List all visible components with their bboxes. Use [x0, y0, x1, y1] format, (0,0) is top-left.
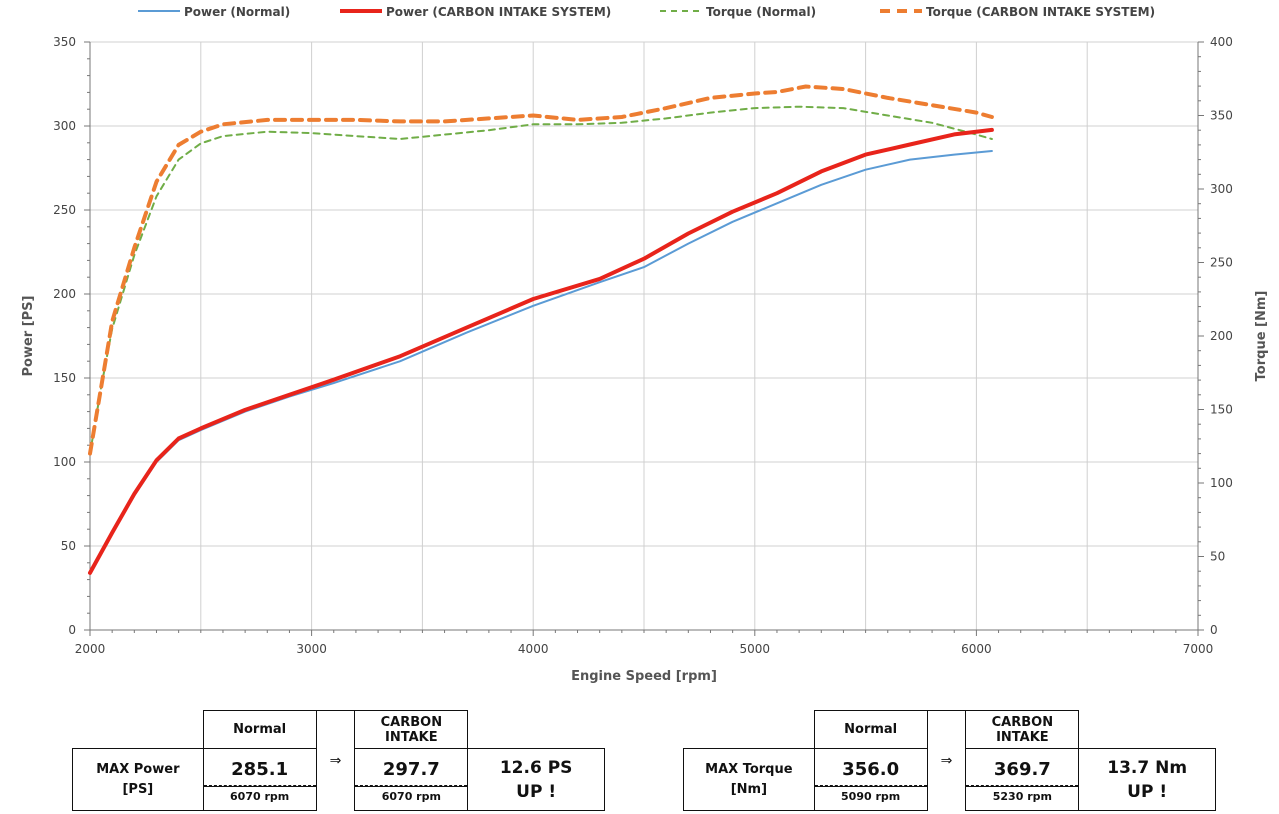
series-line-1	[88, 127, 994, 575]
tick-label-x: 5000	[740, 642, 771, 656]
tick-label-y-right: 50	[1210, 550, 1225, 564]
tick-label-x: 4000	[518, 642, 549, 656]
dyno-chart: 0 50 100 150 200 250 300 350 0 50 100 150 200 250 300 3…	[21, 5, 1269, 684]
tick-label-y-left: 50	[61, 539, 76, 553]
carbon-header-line2: INTAKE	[996, 729, 1049, 745]
gain-cell: 13.7 Nm UP !	[1078, 748, 1216, 811]
tick-label-y-left: 200	[53, 287, 76, 301]
carbon-value-cell: 369.7 5230 rpm	[965, 748, 1080, 811]
normal-rpm: 5090 rpm	[814, 786, 927, 807]
carbon-header: CARBON INTAKE	[965, 710, 1080, 749]
row-label: MAX Power [PS]	[72, 748, 204, 811]
gain-cell: 12.6 PS UP !	[467, 748, 605, 811]
legend-label-1: Power (CARBON INTAKE SYSTEM)	[386, 5, 611, 19]
tick-label-y-right: 150	[1210, 403, 1233, 417]
carbon-header-line2: INTAKE	[385, 729, 438, 745]
row-label: MAX Torque [Nm]	[683, 748, 815, 811]
tick-label-y-right: 300	[1210, 182, 1233, 196]
tick-label-y-left: 250	[53, 203, 76, 217]
normal-header: Normal	[813, 710, 928, 749]
carbon-header: CARBON INTAKE	[354, 710, 469, 749]
tick-label-y-right: 100	[1210, 476, 1233, 490]
tick-label-x: 2000	[75, 642, 106, 656]
tick-label-y-left: 350	[53, 35, 76, 49]
max-power-table: Normal ⇒ CARBON INTAKE MAX Power [PS] 285.…	[72, 710, 605, 811]
carbon-value: 369.7	[966, 752, 1079, 786]
gain-line2: UP !	[516, 781, 557, 802]
label-line2: [Nm]	[730, 781, 768, 797]
tick-label-y-left: 100	[53, 455, 76, 469]
carbon-value-cell: 297.7 6070 rpm	[354, 748, 469, 811]
arrow-icon: ⇒	[940, 752, 953, 769]
tick-label-y-right: 400	[1210, 35, 1233, 49]
normal-header: Normal	[202, 710, 317, 749]
arrow-cell: ⇒	[315, 710, 356, 811]
tick-label-y-right: 200	[1210, 329, 1233, 343]
tick-label-y-left: 150	[53, 371, 76, 385]
max-torque-table: Normal ⇒ CARBON INTAKE MAX Torque [Nm] 356…	[683, 710, 1216, 811]
legend-label-2: Torque (Normal)	[706, 5, 816, 19]
tick-label-y-right: 350	[1210, 109, 1233, 123]
carbon-value: 297.7	[355, 752, 468, 786]
gain-line2: UP !	[1127, 781, 1168, 802]
normal-value: 356.0	[814, 752, 927, 786]
arrow-cell: ⇒	[926, 710, 967, 811]
tick-label-x: 3000	[296, 642, 327, 656]
gain-line1: 13.7 Nm	[1107, 757, 1188, 778]
series-line-0	[89, 150, 993, 574]
normal-value-cell: 285.1 6070 rpm	[202, 748, 317, 811]
normal-value: 285.1	[203, 752, 316, 786]
carbon-header-line1: CARBON	[380, 714, 443, 730]
label-line1: MAX Torque	[705, 761, 793, 777]
tick-label-y-right: 0	[1210, 623, 1218, 637]
tick-label-x: 6000	[961, 642, 992, 656]
tick-label-y-left: 0	[68, 623, 76, 637]
series-line-3	[88, 84, 994, 456]
gain-line1: 12.6 PS	[499, 757, 573, 778]
label-line2: [PS]	[122, 781, 154, 797]
y-axis-title-right: Torque [Nm]	[1254, 291, 1269, 382]
y-axis-title-left: Power [PS]	[21, 296, 36, 377]
legend-label-0: Power (Normal)	[184, 5, 290, 19]
arrow-icon: ⇒	[329, 752, 342, 769]
x-axis-title: Engine Speed [rpm]	[571, 669, 717, 684]
label-line1: MAX Power	[96, 761, 180, 777]
tick-label-y-right: 250	[1210, 256, 1233, 270]
legend-label-3: Torque (CARBON INTAKE SYSTEM)	[926, 5, 1155, 19]
tick-label-y-left: 300	[53, 119, 76, 133]
carbon-rpm: 6070 rpm	[355, 786, 468, 807]
normal-rpm: 6070 rpm	[203, 786, 316, 807]
tick-label-x: 7000	[1183, 642, 1214, 656]
carbon-rpm: 5230 rpm	[966, 786, 1079, 807]
series-line-2	[89, 105, 993, 455]
normal-value-cell: 356.0 5090 rpm	[813, 748, 928, 811]
carbon-header-line1: CARBON	[991, 714, 1054, 730]
